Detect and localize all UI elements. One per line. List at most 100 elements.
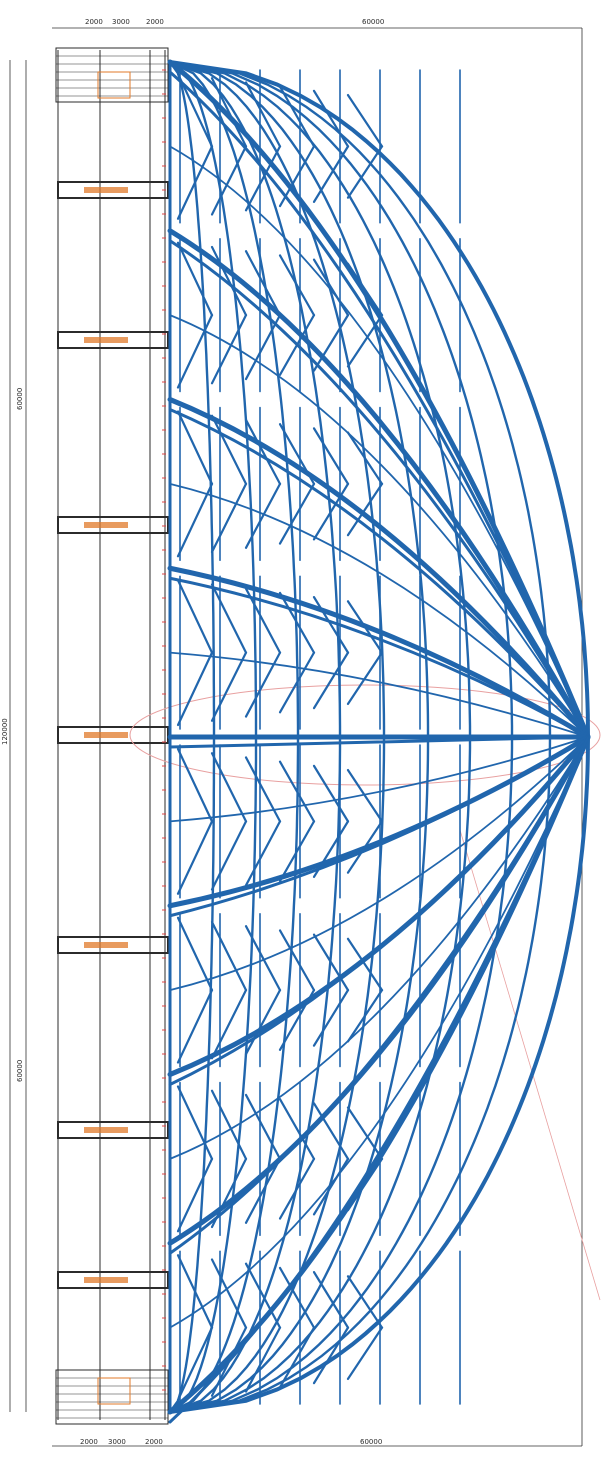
brace: [346, 431, 384, 485]
brace: [210, 752, 248, 823]
secondary-arch-7: [169, 736, 589, 1329]
brace: [210, 1157, 248, 1229]
secondary-arch-2: [169, 482, 589, 738]
brace: [210, 1258, 248, 1329]
brace: [244, 1262, 282, 1329]
brace: [244, 418, 282, 485]
highlight-ellipse: [129, 684, 601, 786]
secondary-arch-5: [169, 736, 589, 992]
brace: [346, 1106, 384, 1160]
brace: [210, 583, 248, 654]
brace: [176, 241, 214, 317]
brace: [244, 587, 282, 654]
brace: [312, 427, 350, 485]
brace: [278, 423, 316, 485]
bearing-plate-0: [84, 187, 128, 193]
brace: [210, 820, 248, 891]
brace: [176, 820, 214, 895]
brace: [278, 254, 316, 317]
bearing-plate-1: [84, 337, 128, 343]
left-dim-lower: 60000: [16, 1060, 24, 1082]
bottom-dim-span: 60000: [360, 1438, 382, 1446]
brace: [312, 651, 350, 710]
top-dimension-labels: 2000 3000 2000 60000: [85, 18, 384, 26]
brace: [346, 989, 384, 1043]
bay-bracket-0: [57, 181, 169, 199]
brace: [346, 314, 384, 368]
bottom-dim-2: 3000: [108, 1438, 126, 1446]
brace: [244, 756, 282, 823]
bearing-plate-4: [84, 942, 128, 948]
brace: [176, 989, 214, 1064]
main-arch-lower-2: [168, 408, 590, 739]
top-dim-1: 2000: [85, 18, 103, 26]
brace: [244, 482, 282, 549]
brace: [244, 925, 282, 992]
main-arch-lower-1: [168, 239, 590, 739]
main-arch-7: [167, 734, 591, 1246]
brace: [346, 1157, 384, 1212]
bottom-orange-frame: [97, 1377, 131, 1405]
brace: [176, 145, 214, 220]
bottom-dim-3: 2000: [145, 1438, 163, 1446]
top-dim-3: 2000: [146, 18, 164, 26]
brace: [346, 145, 384, 199]
brace: [278, 1157, 316, 1220]
brace: [346, 937, 384, 992]
brace: [278, 591, 316, 654]
brace: [312, 820, 350, 878]
brace: [312, 1102, 350, 1160]
brace: [176, 314, 214, 389]
brace: [176, 916, 214, 992]
bay-bracket-2: [57, 516, 169, 534]
brace: [312, 933, 350, 992]
support-column-frame: [55, 47, 169, 1425]
top-orange-frame: [97, 71, 131, 99]
brace: [176, 482, 214, 558]
brace: [210, 414, 248, 485]
bottom-dim-1: 2000: [80, 1438, 98, 1446]
brace: [278, 145, 316, 208]
brace: [346, 1275, 384, 1329]
brace: [312, 989, 350, 1047]
brace: [278, 1326, 316, 1389]
brace: [176, 579, 214, 654]
main-arch-2: [167, 397, 591, 740]
brace: [176, 1157, 214, 1233]
brace: [278, 85, 316, 148]
main-arch-0: [167, 59, 591, 740]
bearing-plate-2: [84, 522, 128, 528]
bearing-plate-3: [84, 732, 128, 738]
brace: [176, 1326, 214, 1402]
main-arch-lower-0: [168, 70, 590, 739]
top-dim-2: 3000: [112, 18, 130, 26]
brace: [312, 764, 350, 823]
secondary-arch-6: [169, 736, 589, 1160]
dimension-frame: [9, 27, 583, 1447]
bay-bracket-4: [57, 936, 169, 954]
left-dim-total: 120000: [1, 718, 9, 745]
brace: [210, 1326, 248, 1397]
brace: [244, 145, 282, 212]
brace: [210, 77, 248, 148]
brace: [346, 768, 384, 823]
brace: [244, 81, 282, 148]
brace: [278, 482, 316, 545]
brace: [244, 1157, 282, 1224]
brace: [244, 651, 282, 718]
secondary-arch-4: [169, 736, 589, 823]
brace: [210, 920, 248, 992]
brace: [312, 258, 350, 317]
brace: [312, 1271, 350, 1329]
brace: [210, 314, 248, 385]
brace: [244, 314, 282, 381]
brace: [176, 1085, 214, 1160]
bay-bracket-5: [57, 1121, 169, 1139]
brace: [346, 93, 384, 148]
main-arch-1: [167, 228, 591, 740]
brace: [278, 314, 316, 376]
main-arch-3: [167, 565, 591, 740]
brace: [312, 482, 350, 541]
main-arch-lower-6: [168, 735, 590, 1086]
